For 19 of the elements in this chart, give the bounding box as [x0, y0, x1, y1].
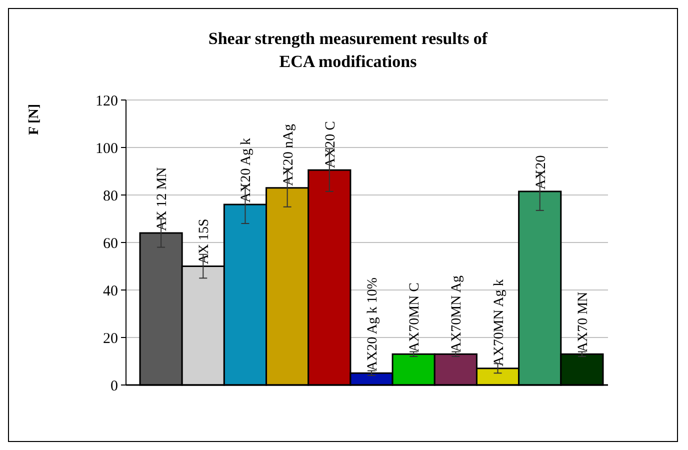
chart-title: Shear strength measurement results of ECA modifications [208, 29, 488, 71]
y-tick-label: 120 [96, 93, 118, 110]
x-tick-label: AX20 Ag k 10% [366, 277, 380, 372]
y-tick-label: 0 [110, 378, 118, 394]
x-tick-label: AX70 MN [576, 292, 591, 352]
y-tick-label: 20 [103, 330, 118, 347]
x-tick-label: AX 15S [197, 218, 212, 264]
x-tick-label: AX70MN Ag k [492, 279, 507, 366]
y-axis-title: F [N] [27, 104, 42, 135]
x-tick-label: AX20 nAg [281, 124, 296, 186]
y-tick-label: 80 [103, 188, 118, 204]
x-tick-label: AX70MN Ag [450, 276, 465, 352]
x-tick-label: AX20 C [323, 121, 338, 168]
x-tick-label: AX20 [534, 155, 549, 190]
x-tick-label: AX 12 MN [155, 167, 170, 231]
y-tick-label: 60 [103, 236, 118, 252]
x-tick-label: AX70MN C [408, 282, 423, 352]
y-tick-label: 100 [96, 140, 118, 157]
y-tick-label: 40 [103, 283, 118, 300]
